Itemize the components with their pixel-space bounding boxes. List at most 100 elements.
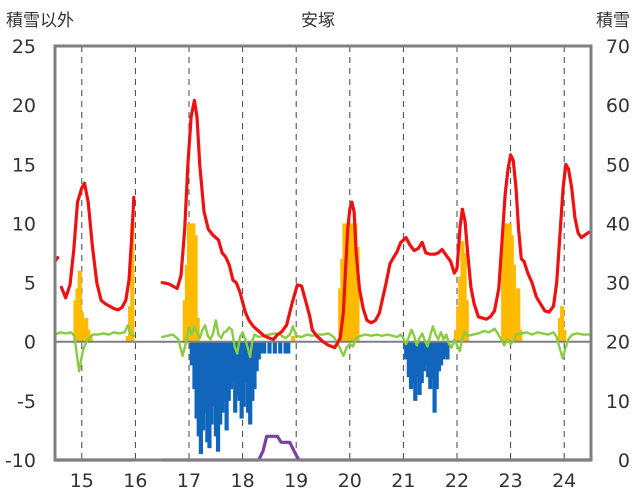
snowfall-bar-40 bbox=[406, 341, 411, 378]
snowfall-bar-33 bbox=[262, 341, 267, 354]
plot-border bbox=[53, 44, 593, 462]
precipitation-bar-33 bbox=[464, 300, 469, 342]
snow_depth-line-1 bbox=[160, 434, 593, 462]
left-tick--10: -10 bbox=[5, 450, 36, 472]
snowfall-bar-16 bbox=[224, 341, 229, 431]
precipitation-bar-43 bbox=[557, 318, 563, 342]
snowfall-bar-4 bbox=[198, 341, 203, 455]
precipitation-bar-38 bbox=[509, 235, 514, 342]
precipitation-bar-25 bbox=[351, 223, 356, 342]
left-tick-25: 25 bbox=[12, 36, 36, 58]
snowfall-bar-34 bbox=[267, 341, 272, 354]
snowfall-bar-10 bbox=[211, 341, 216, 407]
precipitation-bar-1 bbox=[75, 288, 80, 342]
sunshine-line-1 bbox=[161, 319, 593, 360]
day-gridlines bbox=[81, 46, 565, 460]
right-tick-20: 20 bbox=[606, 332, 630, 354]
chart-title: 安塚 bbox=[301, 11, 335, 31]
precipitation-bar-31 bbox=[460, 241, 465, 342]
snowfall-bar-12 bbox=[215, 341, 221, 452]
precipitation-bar-16 bbox=[193, 235, 198, 342]
snowfall-bar-20 bbox=[233, 341, 238, 413]
day-tick-18: 18 bbox=[231, 470, 255, 492]
snowfall-bar-28 bbox=[250, 341, 255, 401]
snowfall-bar-46 bbox=[419, 341, 424, 384]
day-tick-labels: 15 16 17 18 19 20 21 22 23 24 bbox=[70, 470, 577, 492]
snowfall-bar-21 bbox=[235, 341, 240, 395]
precipitation-bar-34 bbox=[501, 247, 506, 342]
snowfall-bar-5 bbox=[200, 341, 206, 431]
snowfall-bar-18 bbox=[228, 341, 234, 390]
snowfall-bar-39 bbox=[404, 341, 409, 360]
snowfall-bar-50 bbox=[428, 341, 433, 390]
precipitation-bar-44 bbox=[560, 306, 565, 342]
snowfall-bar-48 bbox=[423, 341, 429, 366]
plot-frame bbox=[53, 44, 593, 462]
snowfall-bar-9 bbox=[209, 341, 214, 425]
snowfall-bar-29 bbox=[252, 341, 257, 390]
left-axis-label: 積雪以外 bbox=[6, 11, 74, 31]
left-tick-20: 20 bbox=[12, 95, 36, 117]
snowfall-bar-26 bbox=[245, 341, 251, 413]
precipitation-bar-24 bbox=[348, 223, 354, 342]
sunshine-line-0 bbox=[53, 324, 135, 373]
snowfall-bar-41 bbox=[408, 341, 414, 390]
snowfall-bar-11 bbox=[213, 341, 218, 437]
snowfall-bar-58 bbox=[445, 341, 450, 360]
precipitation-bar-27 bbox=[355, 247, 360, 342]
right-tick-60: 60 bbox=[606, 95, 630, 117]
day-tick-15: 15 bbox=[70, 470, 94, 492]
snowfall-bar-57 bbox=[443, 341, 448, 356]
snowfall-bar-35 bbox=[272, 341, 277, 354]
snowfall-bar-7 bbox=[205, 341, 210, 443]
precipitation-bar-13 bbox=[187, 223, 192, 342]
precipitation-bar-23 bbox=[346, 223, 351, 342]
precipitation-bar-6 bbox=[86, 329, 91, 342]
snowfall-bar-17 bbox=[226, 341, 231, 401]
day-tick-23: 23 bbox=[499, 470, 523, 492]
right-tick-10: 10 bbox=[606, 391, 630, 413]
snowfall-bar-6 bbox=[203, 341, 208, 413]
precipitation-bar-26 bbox=[353, 223, 358, 342]
snowfall-bar-0 bbox=[189, 341, 194, 366]
snowfall-bar-38 bbox=[286, 341, 291, 354]
snowfall-bar-31 bbox=[256, 341, 261, 360]
snowfall-bar-8 bbox=[207, 341, 212, 449]
precipitation-bar-10 bbox=[130, 223, 135, 342]
right-tick-40: 40 bbox=[606, 213, 630, 235]
day-tick-20: 20 bbox=[338, 470, 362, 492]
precipitation-bar-41 bbox=[516, 288, 521, 342]
temperature-line-1 bbox=[59, 181, 136, 312]
day-tick-17: 17 bbox=[177, 470, 201, 492]
day-tick-19: 19 bbox=[284, 470, 308, 492]
snowfall-bar-42 bbox=[411, 341, 416, 384]
day-tick-22: 22 bbox=[445, 470, 469, 492]
snowfall-bar-3 bbox=[196, 341, 201, 437]
snowfall-bar-49 bbox=[426, 341, 431, 378]
precipitation-bar-17 bbox=[195, 318, 200, 342]
right-tick-30: 30 bbox=[606, 273, 630, 295]
left-tick-0: 0 bbox=[24, 332, 36, 354]
precipitation-bar-4 bbox=[81, 329, 87, 342]
precipitation-bar-3 bbox=[79, 312, 84, 342]
precipitation-bar-12 bbox=[184, 264, 190, 342]
precipitation-bar-18 bbox=[290, 335, 296, 342]
precipitation-bar-22 bbox=[344, 223, 349, 342]
snowfall-bar-53 bbox=[434, 341, 439, 390]
temperature-line-2 bbox=[160, 98, 593, 350]
precipitation-bar-35 bbox=[503, 223, 508, 342]
snowfall-bar-37 bbox=[283, 341, 288, 354]
snowfall-bar-36 bbox=[278, 341, 283, 354]
snowfall-bar-32 bbox=[258, 341, 264, 354]
day-tick-16: 16 bbox=[123, 470, 147, 492]
precipitation-bar-7 bbox=[88, 335, 93, 342]
precipitation-bar-39 bbox=[511, 264, 517, 342]
snowfall-bar-14 bbox=[220, 341, 225, 413]
precipitation-bar-8 bbox=[125, 335, 131, 342]
snowfall-bar-15 bbox=[222, 341, 227, 401]
right-axis-label: 積雪 bbox=[596, 11, 630, 31]
snowfall-bar-22 bbox=[237, 341, 242, 401]
snowfall-bar-13 bbox=[218, 341, 223, 425]
snowfall-bar-51 bbox=[430, 341, 435, 378]
